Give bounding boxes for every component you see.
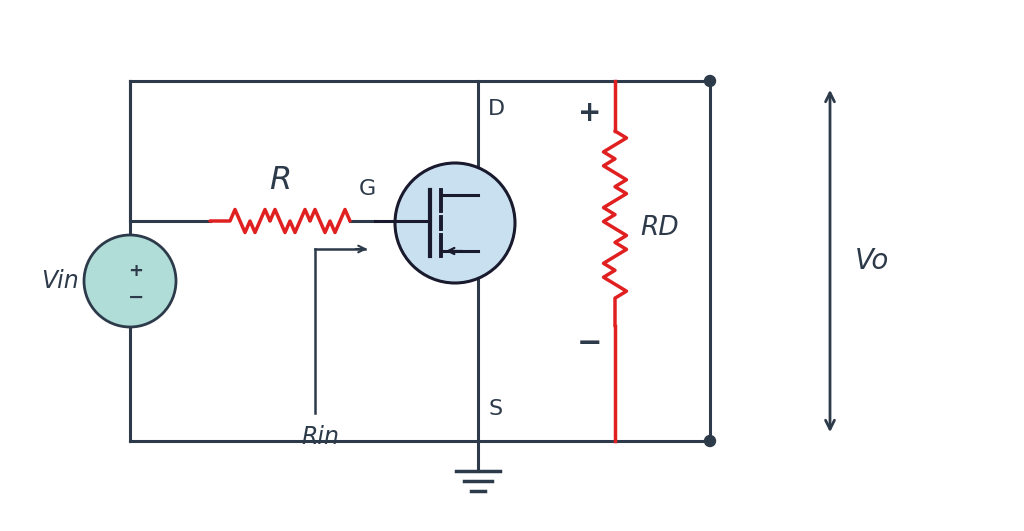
Text: S: S [488, 399, 502, 419]
Text: Rin: Rin [301, 425, 339, 449]
Text: G: G [358, 179, 376, 199]
Text: RD: RD [640, 216, 679, 242]
Circle shape [84, 235, 176, 327]
Circle shape [705, 75, 716, 87]
Text: +: + [579, 99, 602, 127]
Text: Vin: Vin [41, 269, 79, 293]
Text: R: R [269, 166, 291, 196]
Text: +: + [128, 262, 143, 280]
Text: Vo: Vo [855, 247, 890, 275]
Text: −: − [578, 330, 603, 358]
Circle shape [395, 163, 515, 283]
Text: D: D [488, 99, 505, 119]
Circle shape [705, 435, 716, 447]
Text: −: − [128, 287, 144, 306]
